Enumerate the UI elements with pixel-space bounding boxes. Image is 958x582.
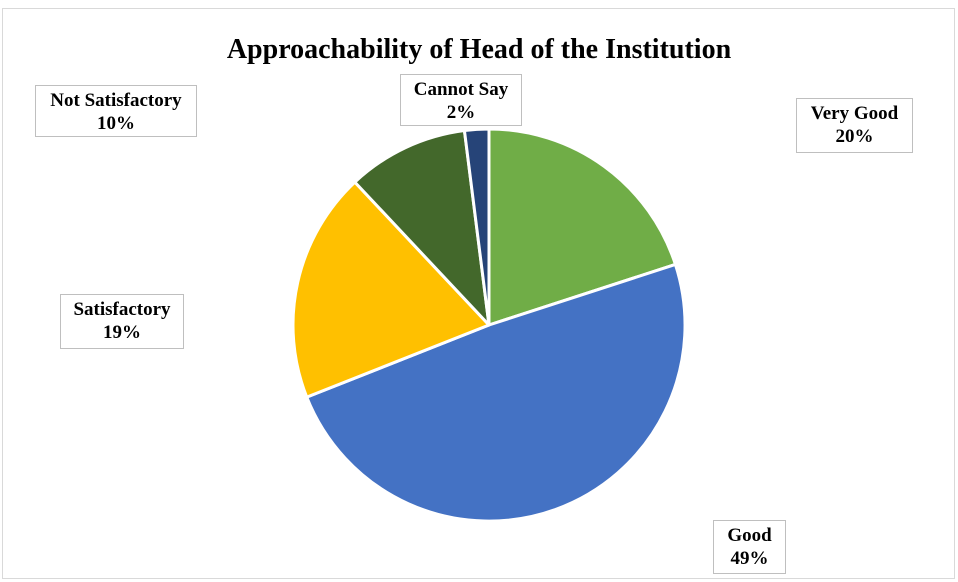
- pie-slice-not-satisfactory: [353, 129, 491, 327]
- label-very-good-value: 20%: [835, 126, 874, 147]
- label-good: Good 49%: [713, 520, 786, 574]
- label-good-name: Good: [727, 525, 772, 546]
- label-satisfactory-value: 19%: [103, 322, 141, 343]
- label-very-good-name: Very Good: [810, 103, 899, 124]
- label-not-satisfactory: Not Satisfactory 10%: [35, 85, 197, 137]
- chart-title: Approachability of Head of the Instituti…: [226, 34, 732, 65]
- pie-slice-cannot-say: [462, 127, 491, 327]
- label-not-satisfactory-value: 10%: [97, 113, 135, 134]
- pie-slice-good: [305, 262, 687, 523]
- label-cannot-say-name: Cannot Say: [413, 79, 509, 100]
- label-very-good: Very Good 20%: [796, 98, 913, 153]
- pie-slice-very-good: [487, 127, 677, 327]
- label-satisfactory-name: Satisfactory: [73, 299, 171, 320]
- label-not-satisfactory-name: Not Satisfactory: [50, 90, 182, 111]
- label-good-value: 49%: [730, 548, 769, 569]
- label-cannot-say: Cannot Say 2%: [400, 74, 522, 126]
- label-cannot-say-value: 2%: [446, 102, 476, 123]
- pie-slice-satisfactory: [291, 180, 491, 399]
- label-satisfactory: Satisfactory 19%: [60, 294, 184, 349]
